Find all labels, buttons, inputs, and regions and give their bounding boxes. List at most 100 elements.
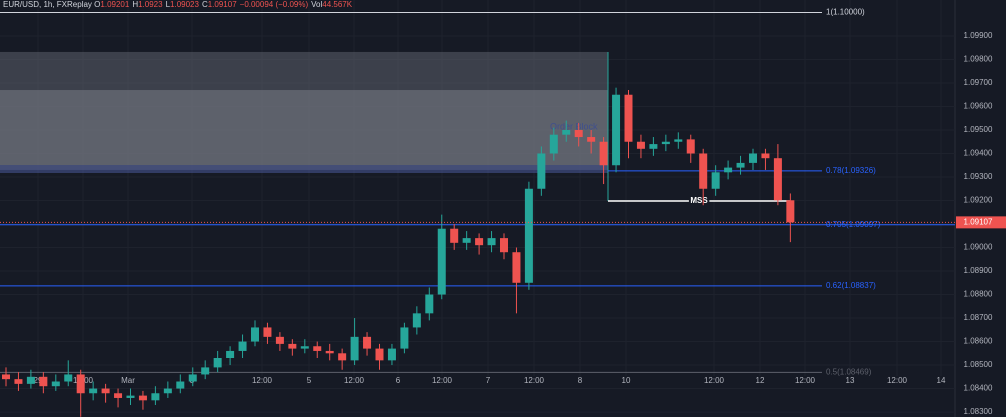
y-tick-label: 1.09000 bbox=[964, 243, 993, 252]
candle-body bbox=[251, 327, 259, 342]
last-price-tag bbox=[956, 216, 1006, 229]
change: −0.00094 (−0.09%) bbox=[239, 0, 309, 9]
symbol: EUR/USD, 1h, FXReplay bbox=[3, 0, 92, 9]
y-tick-label: 1.08900 bbox=[964, 266, 993, 275]
y-tick-label: 1.09900 bbox=[964, 31, 993, 40]
candle-body bbox=[425, 294, 434, 314]
candle-body bbox=[188, 374, 197, 382]
fib-label: 0.5(1.08469) bbox=[826, 367, 872, 376]
candle-body bbox=[39, 376, 48, 387]
candle-body bbox=[574, 129, 583, 138]
candle-body bbox=[649, 144, 658, 149]
candle-body bbox=[325, 350, 334, 354]
candle-body bbox=[14, 379, 23, 384]
fib-label: 0.62(1.08837) bbox=[826, 281, 876, 290]
candle-body bbox=[487, 238, 496, 246]
candle-body bbox=[226, 350, 235, 358]
candle-body bbox=[76, 374, 85, 394]
last-price-label: 1.09107 bbox=[964, 217, 993, 226]
candle-body bbox=[599, 141, 608, 166]
y-tick-label: 1.09700 bbox=[964, 78, 993, 87]
candle-body bbox=[462, 238, 471, 243]
x-tick-label: 12:00 bbox=[704, 376, 725, 385]
ohlc-prefix: O bbox=[94, 0, 101, 9]
candle-body bbox=[300, 346, 309, 349]
candle-body bbox=[412, 313, 421, 328]
x-tick-label: 12:00 bbox=[524, 376, 545, 385]
y-tick-label: 1.08700 bbox=[964, 313, 993, 322]
fib-label: 1(1.10000) bbox=[826, 8, 865, 17]
y-tick-label: 1.09800 bbox=[964, 55, 993, 64]
candle-body bbox=[711, 172, 720, 189]
candle-body bbox=[761, 153, 770, 159]
x-tick-label: 12:00 bbox=[252, 376, 273, 385]
candle-body bbox=[138, 395, 147, 401]
x-tick-label: Mar bbox=[121, 376, 135, 385]
candle-body bbox=[524, 188, 533, 283]
candle-body bbox=[661, 141, 670, 145]
x-tick-label: 12:00 bbox=[795, 376, 816, 385]
candle-body bbox=[2, 374, 10, 380]
x-tick-label: 12 bbox=[756, 376, 765, 385]
candle-body bbox=[500, 238, 508, 253]
y-tick-label: 1.09200 bbox=[964, 196, 993, 205]
candle-body bbox=[549, 134, 558, 154]
ohlc-prefix: C bbox=[201, 0, 208, 9]
x-tick-label: 14 bbox=[937, 376, 946, 385]
x-tick-label: 7 bbox=[486, 376, 491, 385]
fib-label: 0.78(1.09326) bbox=[826, 166, 876, 175]
y-tick-label: 1.08600 bbox=[964, 337, 993, 346]
candle-body bbox=[475, 238, 484, 246]
candle-body bbox=[288, 343, 297, 349]
ohlc-prefix: L bbox=[165, 0, 171, 9]
x-tick-label: 29 bbox=[34, 376, 43, 385]
candle-body bbox=[749, 153, 757, 163]
candle-body bbox=[674, 139, 683, 142]
candle-body bbox=[562, 129, 571, 135]
candle-body bbox=[537, 153, 546, 189]
candle-body bbox=[512, 252, 521, 283]
candle-body bbox=[400, 327, 409, 349]
candle-body bbox=[437, 228, 446, 295]
y-tick-label: 1.09400 bbox=[964, 149, 993, 158]
candle-body bbox=[114, 393, 123, 398]
candle-body bbox=[375, 348, 384, 361]
candle-body bbox=[163, 388, 172, 394]
y-tick-label: 1.08500 bbox=[964, 360, 993, 369]
x-tick-label: 12:00 bbox=[887, 376, 908, 385]
candle-body bbox=[786, 200, 795, 223]
y-tick-label: 1.09600 bbox=[964, 102, 993, 111]
ohlc-prefix: H bbox=[132, 0, 139, 9]
candle-body bbox=[89, 388, 98, 394]
candle-body bbox=[126, 395, 135, 398]
y-tick-label: 1.09300 bbox=[964, 172, 993, 181]
x-tick-label: 6 bbox=[396, 376, 401, 385]
candle-body bbox=[213, 357, 222, 368]
candle-body bbox=[736, 162, 745, 168]
candle-body bbox=[64, 374, 73, 382]
mss-label: MSS bbox=[690, 196, 708, 205]
open-value: 1.09201 bbox=[100, 0, 130, 9]
legend-header: EUR/USD, 1h, FXReplay O1.09201 H1.0923 L1.… bbox=[3, 0, 355, 9]
candle-body bbox=[636, 141, 645, 149]
order-block-label: Order Block bbox=[550, 121, 598, 131]
zone bbox=[0, 165, 608, 174]
x-tick-label: 13 bbox=[846, 376, 855, 385]
candle-body bbox=[238, 341, 247, 351]
candle-body bbox=[699, 153, 708, 189]
x-tick-label: 12:00 bbox=[344, 376, 365, 385]
candle-body bbox=[612, 94, 621, 166]
candle-body bbox=[26, 376, 35, 384]
candle-body bbox=[350, 336, 359, 361]
x-tick-label: 10 bbox=[622, 376, 631, 385]
close-value: 1.09107 bbox=[207, 0, 237, 9]
y-tick-label: 1.08400 bbox=[964, 384, 993, 393]
volume-prefix: Vol bbox=[311, 0, 323, 9]
price-axis bbox=[955, 0, 1006, 417]
candle-body bbox=[363, 336, 372, 349]
candle-body bbox=[338, 353, 347, 361]
low-value: 1.09023 bbox=[170, 0, 199, 9]
candle-body bbox=[724, 167, 733, 173]
candle-body bbox=[275, 336, 284, 344]
